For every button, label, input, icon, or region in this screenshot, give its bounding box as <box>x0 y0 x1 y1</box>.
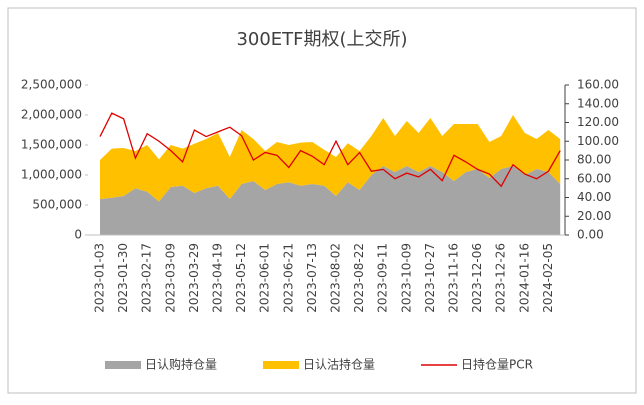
x-tick-label: 2023-06-01 <box>258 243 272 313</box>
x-tick-label: 2023-02-17 <box>140 243 154 313</box>
x-tick-label: 2023-12-26 <box>494 243 508 313</box>
x-tick-label: 2023-10-09 <box>399 243 413 313</box>
y-tick-label: 1,500,000 <box>21 138 82 152</box>
y2-tick-label: 100.00 <box>577 134 619 148</box>
y2-tick-label: 0.00 <box>577 228 604 242</box>
y2-tick-label: 160.00 <box>577 78 619 92</box>
legend-label: 日持仓量PCR <box>461 357 533 372</box>
x-tick-label: 2024-01-16 <box>517 243 531 313</box>
area <box>100 166 561 235</box>
x-tick-label: 2023-03-29 <box>187 243 201 313</box>
legend-swatch <box>105 361 141 369</box>
x-tick-label: 2023-08-02 <box>329 243 343 313</box>
x-tick-label: 2023-03-09 <box>163 243 177 313</box>
y2-tick-label: 140.00 <box>577 96 619 110</box>
y2-tick-label: 120.00 <box>577 115 619 129</box>
x-tick-label: 2023-01-03 <box>93 243 107 313</box>
x-tick-label: 2023-10-27 <box>423 243 437 313</box>
y2-tick-label: 20.00 <box>577 209 611 223</box>
x-tick-label: 2023-05-12 <box>234 243 248 313</box>
y2-tick-label: 40.00 <box>577 190 611 204</box>
x-tick-label: 2023-11-16 <box>447 243 461 313</box>
y-tick-label: 2,000,000 <box>21 108 82 122</box>
y2-tick-label: 60.00 <box>577 171 611 185</box>
x-tick-label: 2023-06-21 <box>281 243 295 313</box>
chart-title: 300ETF期权(上交所) <box>236 29 407 50</box>
y-tick-label: 0 <box>74 228 82 242</box>
area <box>100 115 561 202</box>
x-tick-label: 2023-01-30 <box>116 243 130 313</box>
y2-tick-label: 80.00 <box>577 153 611 167</box>
legend-label: 日认购持仓量 <box>145 357 217 372</box>
x-tick-label: 2023-12-06 <box>470 243 484 313</box>
legend-swatch <box>263 361 299 369</box>
line <box>99 112 561 188</box>
legend-label: 日认沽持仓量 <box>303 357 375 372</box>
y-tick-label: 500,000 <box>32 198 82 212</box>
x-tick-label: 2024-02-05 <box>541 243 555 313</box>
x-tick-label: 2023-09-11 <box>376 243 390 313</box>
x-tick-label: 2023-04-19 <box>211 243 225 313</box>
x-tick-label: 2023-07-13 <box>305 243 319 313</box>
x-tick-label: 2023-08-22 <box>352 243 366 313</box>
y-tick-label: 2,500,000 <box>21 78 82 92</box>
y-tick-label: 1,000,000 <box>21 168 82 182</box>
